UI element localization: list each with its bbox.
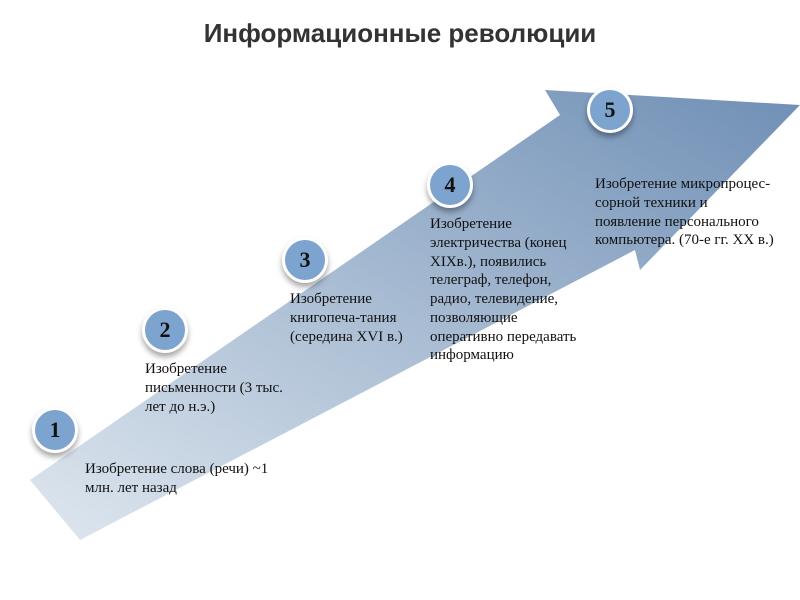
step-label-2: Изобретение письменности (3 тыс. лет до … <box>145 360 285 416</box>
step-label-4: Изобретение электричества (конец XIXв.),… <box>430 215 590 365</box>
step-circle-1: 1 <box>32 407 78 453</box>
step-node-1: 1 <box>32 407 78 453</box>
step-circle-5: 5 <box>587 87 633 133</box>
step-node-2: 2 <box>142 307 188 353</box>
step-label-1: Изобретение слова (речи) ~1 млн. лет наз… <box>85 460 295 498</box>
step-node-4: 4 <box>427 162 473 208</box>
step-circle-3: 3 <box>282 237 328 283</box>
step-label-5: Изобретение микропроцес-сорной техники и… <box>595 175 775 250</box>
diagram-canvas: Информационные революции 1Изобретение сл… <box>0 0 800 600</box>
step-circle-4: 4 <box>427 162 473 208</box>
step-node-3: 3 <box>282 237 328 283</box>
step-label-3: Изобретение книгопеча-тания (середина XV… <box>290 290 420 346</box>
step-circle-2: 2 <box>142 307 188 353</box>
step-node-5: 5 <box>587 87 633 133</box>
